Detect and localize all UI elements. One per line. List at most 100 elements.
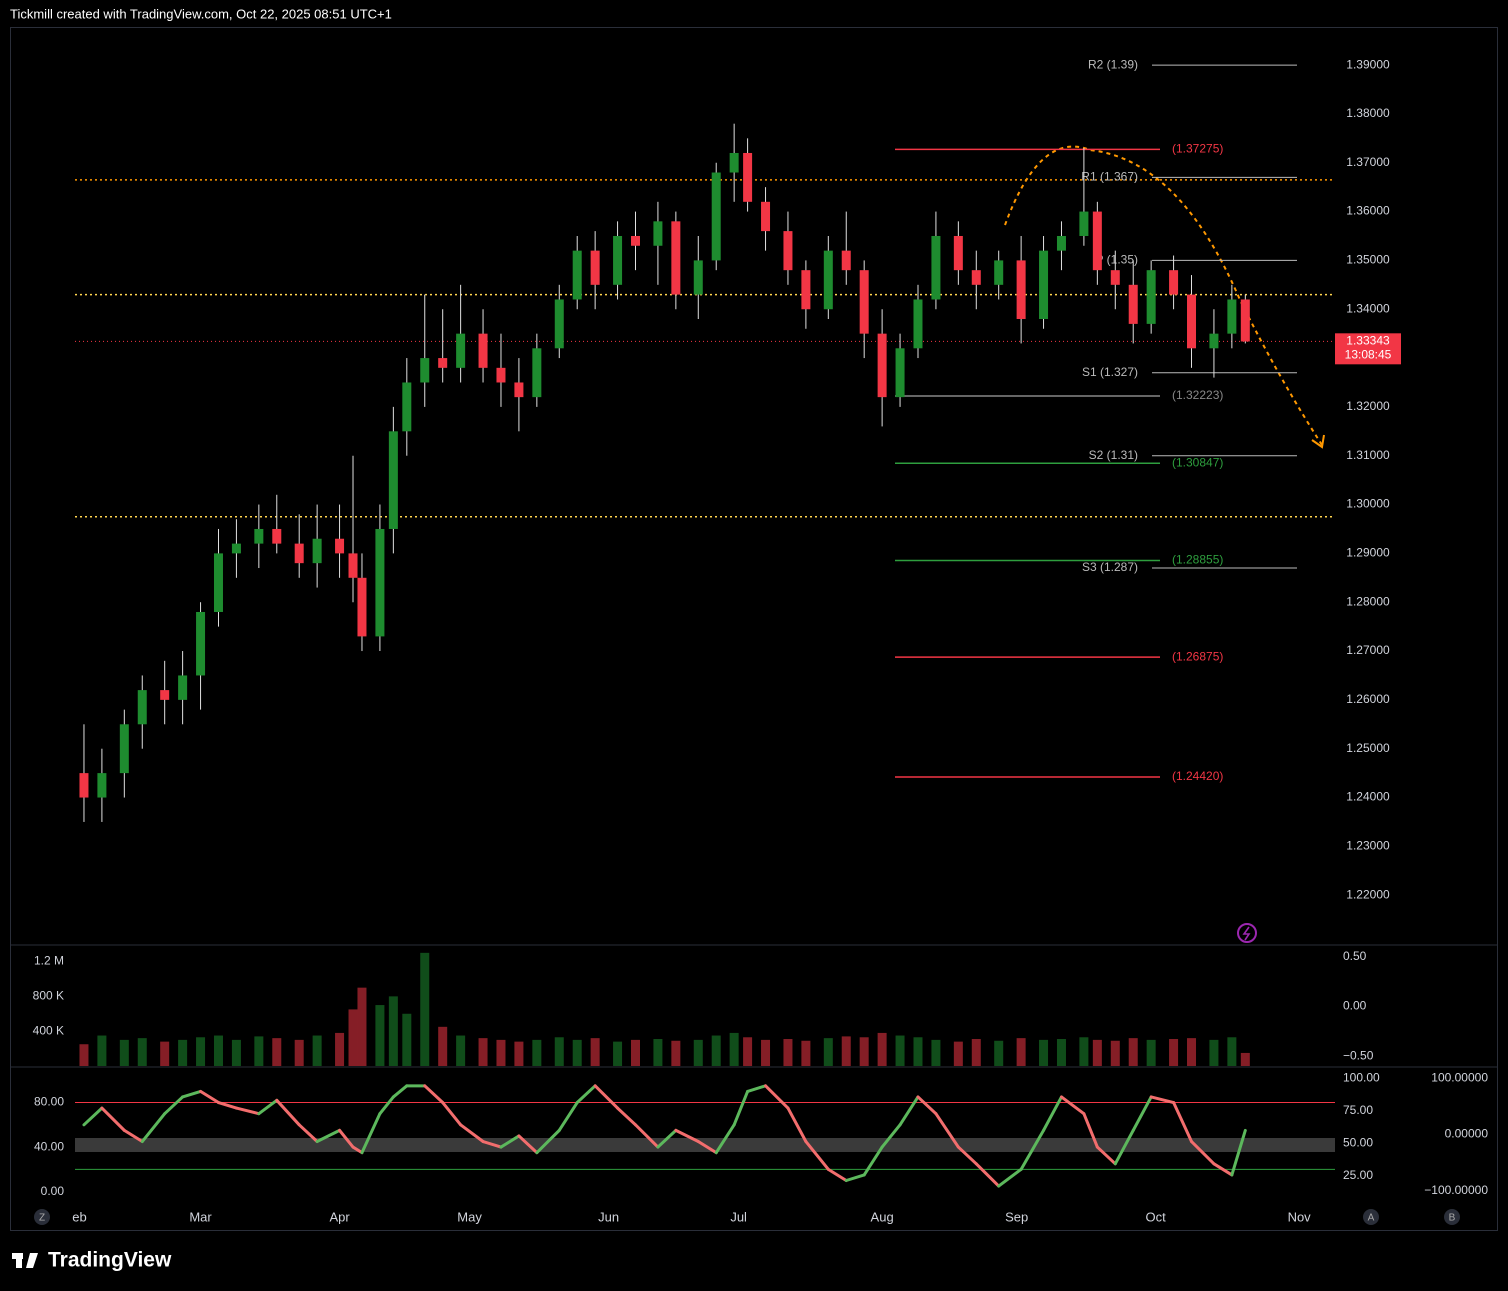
candle-body [953,235,963,271]
candle-body [693,260,703,295]
volume-bar [743,1037,753,1066]
y-tick-label: 1.39000 [1346,57,1390,71]
candle-body [1039,250,1049,320]
volume-bar [532,1039,542,1066]
oscillator-segment [122,1128,144,1144]
level-label: (1.26875) [1172,649,1223,663]
oscillator-segment [1190,1140,1216,1166]
oscillator-right-tick-label: 25.00 [1343,1168,1373,1182]
oscillator-segment [1042,1095,1063,1132]
volume-bar [859,1037,869,1066]
oscillator-segment [1131,1095,1153,1132]
oscillator-segment [338,1128,355,1149]
oscillator-segment [1082,1112,1099,1149]
y-tick-label: 1.25000 [1346,741,1390,755]
level-label: (1.28855) [1172,553,1223,567]
volume-bar [1227,1037,1237,1066]
control-label: A [1368,1213,1375,1224]
volume-bar [137,1038,147,1066]
pivot-label: P (1.35) [1096,253,1138,267]
oscillator-segment [1212,1162,1234,1177]
volume-bar [572,1039,582,1066]
last-price-box [1335,333,1401,365]
control-button[interactable] [1444,1209,1460,1225]
oscillator-segment [1019,1128,1046,1171]
volume-bar [312,1035,322,1066]
arrow-head [1311,434,1325,449]
y-tick-label: 1.27000 [1346,643,1390,657]
oscillator-segment [862,1145,884,1177]
x-tick-label: eb [72,1209,86,1224]
volume-bar [438,1026,448,1066]
candle-body [532,348,542,398]
candle-body [420,358,430,383]
oscillator-segment [351,1145,364,1155]
oscillator-segment [459,1123,485,1144]
oscillator-segment [499,1134,521,1149]
brand: TradingView [48,1249,172,1272]
oscillator-segment [956,1145,978,1166]
y-tick-label: 1.37000 [1346,155,1390,169]
oscillator-segment [674,1128,700,1144]
oscillator-segment [898,1095,920,1127]
candle-body [272,528,282,544]
oscillator-segment [163,1095,185,1116]
candle-body [671,221,681,295]
candle-body [801,270,811,310]
volume-bar [1110,1040,1120,1066]
candle-body [1240,299,1250,342]
oscillator-segment [1230,1128,1247,1177]
pivot-label: R1 (1.367) [1081,170,1138,184]
oscillator-segment [1095,1145,1117,1166]
volume-bar [231,1039,241,1066]
candle-body [514,382,524,398]
oscillator-segment [746,1084,768,1093]
volume-tick-label: 400 K [33,1023,64,1037]
candle-body [348,553,358,578]
candle-body [743,152,753,202]
candle-body [913,299,923,349]
volume-bar [711,1035,721,1066]
oscillator-segment [181,1089,203,1099]
candle-body [137,690,147,725]
control-button[interactable] [1363,1209,1379,1225]
alert-icon[interactable] [1237,923,1257,943]
oscillator-segment [826,1167,848,1182]
volume-tick-label: 1.2 M [34,954,64,968]
candle-body [841,250,851,271]
y-tick-label: 1.24000 [1346,790,1390,804]
volume-bar [97,1035,107,1066]
y-tick-label: 1.30000 [1346,497,1390,511]
oscillator-segment [656,1128,678,1149]
oscillator-segment [880,1123,902,1149]
y-tick-label: 1.23000 [1346,839,1390,853]
control-button[interactable] [34,1209,50,1225]
volume-bar [402,1013,412,1066]
oscillator-segment [391,1084,409,1099]
volume-bar [630,1039,640,1066]
oscillator-segment [844,1173,866,1182]
y-tick-label: 1.38000 [1346,106,1390,120]
control-label: Z [39,1213,45,1224]
volume-bar [1039,1039,1049,1066]
volume-bar [1128,1038,1138,1066]
candle-body [213,553,223,612]
oscillator-segment [216,1101,238,1110]
oscillator-segment [297,1123,319,1144]
candle-body [438,358,448,368]
volume-bar [478,1038,488,1066]
oscillator-segment [257,1098,279,1116]
candle-body [783,231,793,271]
control-label: B [1449,1213,1456,1224]
volume-bar [841,1036,851,1066]
volume-bar [119,1039,129,1066]
logo [12,1253,38,1268]
volume-bar [877,1032,887,1066]
candle-body [79,773,89,798]
candle-body [1209,333,1219,349]
candle-body [859,270,869,334]
candle-body [231,543,241,554]
volume-bar [1240,1052,1250,1066]
volume-bar [653,1039,663,1066]
volume-bar [823,1038,833,1066]
